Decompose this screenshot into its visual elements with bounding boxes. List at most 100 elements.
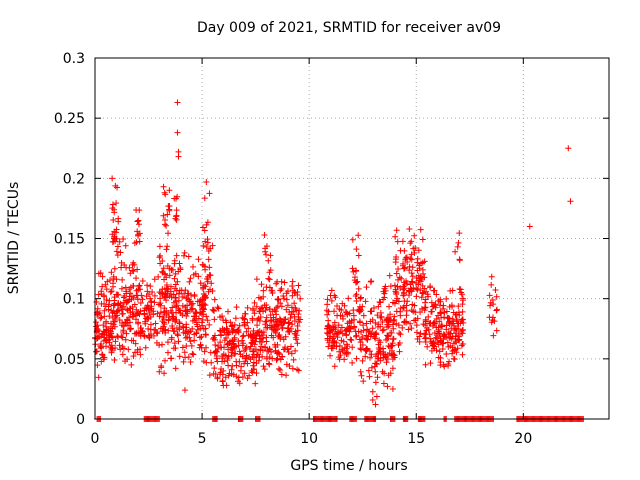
data-point — [171, 195, 178, 202]
data-point — [445, 362, 452, 369]
data-point — [526, 223, 533, 230]
data-point — [219, 378, 226, 385]
data-point — [103, 343, 110, 350]
data-point — [359, 303, 366, 310]
data-point — [419, 236, 426, 243]
data-point — [133, 275, 140, 282]
data-point — [265, 348, 272, 355]
data-point — [249, 339, 256, 346]
data-point — [324, 325, 331, 332]
data-point — [233, 362, 240, 369]
data-point — [232, 350, 239, 357]
data-point — [415, 281, 422, 288]
data-point — [353, 355, 360, 362]
data-point — [429, 303, 436, 310]
data-point — [291, 313, 298, 320]
data-point — [372, 368, 379, 375]
data-point — [327, 333, 334, 340]
data-point — [173, 287, 180, 294]
data-point — [379, 318, 386, 325]
data-point — [279, 353, 286, 360]
data-point — [183, 312, 190, 319]
y-axis-label: SRMTID / TECUs — [6, 182, 22, 295]
data-point — [164, 211, 171, 218]
data-point — [294, 292, 301, 299]
data-point — [198, 333, 205, 340]
data-point — [334, 303, 341, 310]
data-point — [161, 321, 168, 328]
data-point — [229, 323, 236, 330]
data-point — [455, 325, 462, 332]
data-point — [171, 275, 178, 282]
data-point — [289, 321, 296, 328]
data-point — [210, 307, 217, 314]
data-point — [211, 296, 218, 303]
data-point — [110, 238, 117, 245]
data-point — [263, 243, 270, 250]
data-point — [215, 343, 222, 350]
data-point — [192, 270, 199, 277]
data-point — [493, 307, 500, 314]
data-point — [446, 358, 453, 365]
data-point — [369, 388, 376, 395]
data-point — [357, 294, 364, 301]
data-point — [349, 236, 356, 243]
y-tick-label: 0.2 — [63, 171, 85, 187]
data-point — [125, 298, 132, 305]
data-point — [397, 247, 404, 254]
data-point — [372, 319, 379, 326]
data-point — [243, 352, 250, 359]
data-point — [340, 347, 347, 354]
data-point — [417, 309, 424, 316]
data-point — [449, 348, 456, 355]
data-point — [118, 264, 125, 271]
data-point — [330, 333, 337, 340]
grid-layer — [95, 58, 609, 419]
data-point — [336, 342, 343, 349]
data-point — [387, 311, 394, 318]
data-point — [422, 339, 429, 346]
data-point — [176, 353, 183, 360]
data-point — [176, 326, 183, 333]
data-point — [192, 310, 199, 317]
data-point — [115, 215, 122, 222]
data-point — [266, 306, 273, 313]
data-point — [435, 341, 442, 348]
data-point — [390, 317, 397, 324]
data-point — [145, 306, 152, 313]
data-point — [334, 312, 341, 319]
data-point — [175, 268, 182, 275]
data-point — [173, 302, 180, 309]
data-point — [204, 317, 211, 324]
data-point — [357, 295, 364, 302]
data-point — [413, 322, 420, 329]
data-point — [296, 307, 303, 314]
data-point — [132, 340, 139, 347]
data-point — [459, 351, 466, 358]
data-point — [228, 366, 235, 373]
data-point — [172, 281, 179, 288]
data-point — [283, 296, 290, 303]
data-point — [101, 293, 108, 300]
data-point — [207, 272, 214, 279]
data-point — [126, 326, 133, 333]
data-point — [252, 346, 259, 353]
data-point — [173, 309, 180, 316]
data-point — [256, 338, 263, 345]
data-point — [333, 343, 340, 350]
data-point — [411, 249, 418, 256]
data-point — [190, 351, 197, 358]
data-point — [210, 336, 217, 343]
data-point — [122, 336, 129, 343]
data-point — [383, 359, 390, 366]
data-point — [139, 277, 146, 284]
data-point — [167, 283, 174, 290]
data-point — [165, 230, 172, 237]
data-point — [144, 288, 151, 295]
data-point — [371, 331, 378, 338]
data-point — [130, 294, 137, 301]
data-point — [285, 320, 292, 327]
data-point — [176, 320, 183, 327]
data-point — [134, 218, 141, 225]
data-point — [440, 340, 447, 347]
